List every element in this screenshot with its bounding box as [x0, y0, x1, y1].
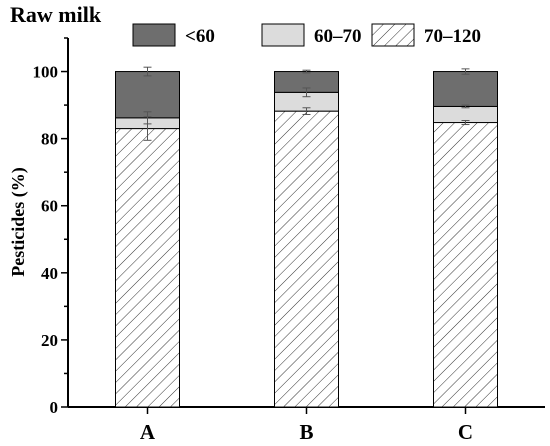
legend: <60 60–70 70–120 [132, 23, 481, 47]
legend-swatch-60 [132, 23, 176, 47]
bar-60-A [115, 71, 180, 119]
y-axis-label: Pesticides (%) [8, 167, 29, 276]
y-tick-label: 80 [41, 130, 58, 149]
chart-title: Raw milk [10, 2, 102, 27]
y-tick-label: 0 [50, 398, 59, 417]
x-tick-label-B: B [299, 420, 313, 444]
bar-60-C [433, 71, 498, 107]
x-tick-label-A: A [140, 420, 156, 444]
legend-label-60-70: 60–70 [314, 26, 362, 47]
y-tick-label: 40 [41, 264, 58, 283]
legend-swatch-60-70 [261, 23, 305, 47]
x-tick-label-C: C [458, 420, 473, 444]
y-tick-label: 60 [41, 197, 58, 216]
bars [115, 71, 498, 408]
y-tick-label: 100 [33, 63, 59, 82]
legend-swatch-70-120 [371, 23, 415, 47]
legend-label-70-120: 70–120 [424, 26, 481, 47]
bar-70-120-C [433, 122, 498, 408]
error-bars [143, 66, 470, 141]
y-tick-label: 20 [41, 331, 58, 350]
bar-70-120-A [115, 128, 180, 408]
bar-70-120-B [274, 110, 339, 408]
legend-label-60: <60 [185, 26, 215, 47]
